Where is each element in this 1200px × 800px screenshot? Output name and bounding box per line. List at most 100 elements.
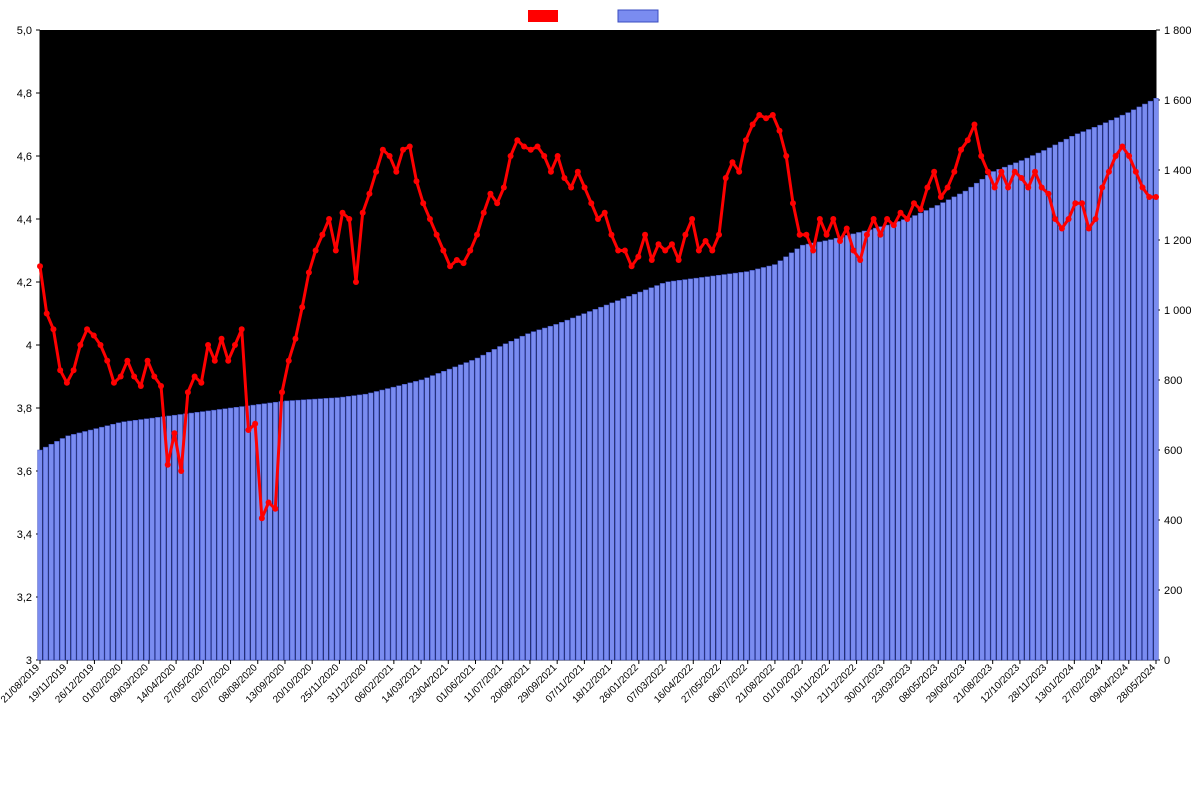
bar	[503, 344, 508, 660]
bar	[127, 421, 132, 660]
line-marker	[366, 191, 372, 197]
y-left-axis-label: 3,6	[17, 466, 32, 478]
line-marker	[138, 383, 144, 389]
line-marker	[487, 191, 493, 197]
bar	[649, 288, 654, 660]
y-left-axis-label: 3,8	[17, 403, 32, 415]
line-marker	[864, 232, 870, 238]
line-marker	[971, 122, 977, 128]
bar	[576, 316, 581, 660]
bar	[537, 330, 542, 660]
line-marker	[91, 333, 97, 339]
bar	[840, 237, 845, 660]
bar	[335, 398, 340, 660]
y-right-axis-label: 600	[1164, 445, 1182, 457]
bar	[705, 277, 710, 660]
bar	[683, 280, 688, 660]
line-marker	[340, 210, 346, 216]
bar	[481, 355, 486, 660]
bar	[82, 431, 87, 660]
y-right-axis-label: 1 400	[1164, 165, 1192, 177]
bar	[912, 216, 917, 660]
line-marker	[286, 358, 292, 364]
line-marker	[360, 210, 366, 216]
bar	[907, 218, 912, 660]
line-marker	[817, 216, 823, 222]
line-marker	[844, 225, 850, 231]
bar	[43, 447, 48, 660]
bar	[71, 434, 76, 660]
bar	[868, 230, 873, 660]
line-marker	[622, 248, 628, 254]
bar	[946, 200, 951, 660]
bar	[514, 339, 519, 660]
bar	[234, 407, 239, 660]
line-marker	[50, 326, 56, 332]
bar	[228, 408, 233, 660]
bar	[402, 384, 407, 660]
bar	[1148, 101, 1153, 660]
line-marker	[676, 257, 682, 263]
bar	[413, 381, 418, 660]
bar	[453, 367, 458, 660]
y-left-axis-label: 5,0	[17, 25, 32, 37]
bar	[941, 203, 946, 660]
bar	[531, 332, 536, 660]
line-marker	[57, 367, 63, 373]
bar	[111, 424, 116, 660]
bar	[189, 413, 194, 660]
bar	[660, 283, 665, 660]
bar	[211, 410, 216, 660]
line-marker	[1146, 194, 1152, 200]
bar	[262, 404, 267, 660]
bar	[974, 183, 979, 660]
bar	[924, 210, 929, 660]
line-marker	[924, 185, 930, 191]
bar	[565, 320, 570, 660]
line-marker	[387, 153, 393, 159]
line-marker	[830, 216, 836, 222]
bar	[1013, 163, 1018, 660]
line-marker	[178, 468, 184, 474]
line-marker	[84, 326, 90, 332]
line-marker	[548, 169, 554, 175]
bar	[296, 400, 301, 660]
legend-line-swatch	[528, 10, 558, 22]
bar	[391, 387, 396, 660]
line-marker	[555, 153, 561, 159]
combo-chart: 33,23,43,63,844,24,44,64,85,002004006008…	[0, 0, 1200, 800]
line-marker	[393, 169, 399, 175]
line-marker	[440, 248, 446, 254]
line-marker	[709, 248, 715, 254]
line-marker	[642, 232, 648, 238]
bar	[828, 240, 833, 660]
bar	[548, 326, 553, 660]
bar	[1154, 98, 1159, 660]
line-marker	[696, 248, 702, 254]
bar	[727, 274, 732, 660]
bar	[526, 334, 531, 660]
line-marker	[1072, 200, 1078, 206]
bar	[509, 341, 514, 660]
line-marker	[602, 210, 608, 216]
line-marker	[427, 216, 433, 222]
line-marker	[192, 374, 198, 380]
line-marker	[1140, 185, 1146, 191]
bar	[475, 358, 480, 660]
bar	[834, 238, 839, 660]
bar	[38, 450, 43, 660]
bar	[122, 422, 127, 660]
line-marker	[608, 232, 614, 238]
line-marker	[797, 232, 803, 238]
line-marker	[1106, 169, 1112, 175]
bar	[643, 290, 648, 660]
line-marker	[938, 194, 944, 200]
bar	[593, 309, 598, 660]
line-marker	[582, 185, 588, 191]
line-marker	[1086, 225, 1092, 231]
bar	[570, 318, 575, 660]
bar	[980, 179, 985, 660]
bar	[677, 280, 682, 660]
line-marker	[1092, 216, 1098, 222]
line-marker	[911, 200, 917, 206]
